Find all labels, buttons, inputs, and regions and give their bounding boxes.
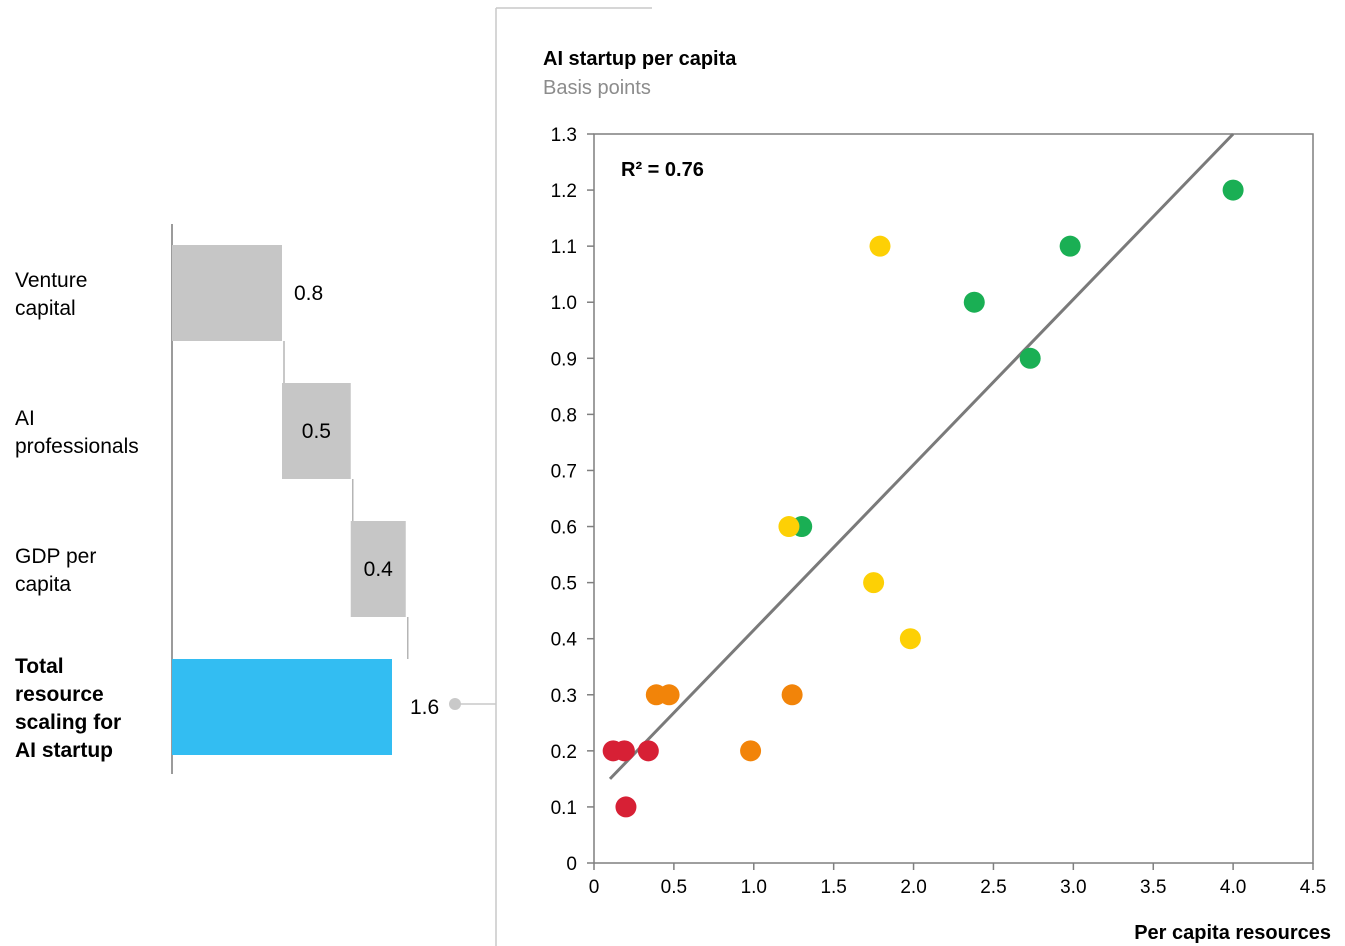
x-tick-label-2: 1.0 (741, 877, 767, 898)
x-tick-label-9: 4.5 (1300, 877, 1326, 898)
scatter-point-orange-2 (781, 684, 803, 706)
trendline (608, 132, 1235, 780)
plot-frame (593, 133, 1314, 864)
chart-subtitle: Basis points (543, 77, 651, 99)
scatter-point-yellow-1 (778, 516, 800, 538)
y-tick-label-3: 0.3 (551, 686, 577, 707)
y-tick-label-0: 0 (566, 854, 577, 875)
waterfall-category-label-2: GDP per capita (15, 545, 96, 596)
waterfall-category-label-0: Venture capital (15, 269, 87, 320)
scatter-point-red-1 (613, 740, 635, 762)
scatter-point-green-0 (1222, 179, 1244, 201)
x-tick-label-4: 2.0 (900, 877, 926, 898)
scatter-point-yellow-3 (899, 628, 921, 650)
y-tick-label-10: 1.0 (551, 293, 577, 314)
scatter-point-green-1 (1059, 235, 1081, 257)
scatter-point-yellow-2 (863, 572, 885, 594)
waterfall-value-label-3: 1.6 (410, 696, 439, 719)
x-tick-label-7: 3.5 (1140, 877, 1166, 898)
waterfall-bar-0 (172, 245, 282, 341)
waterfall-bar-2 (350, 521, 406, 617)
y-tick-label-2: 0.2 (551, 742, 577, 763)
y-tick-label-11: 1.1 (551, 237, 577, 258)
chart-title: AI startup per capita (543, 48, 737, 70)
x-tick-label-0: 0 (589, 877, 600, 898)
y-tick-label-6: 0.6 (551, 518, 577, 539)
x-axis-label: Per capita resources (1134, 922, 1331, 944)
scatter-point-yellow-0 (869, 235, 891, 257)
x-tick-label-1: 0.5 (661, 877, 687, 898)
x-tick-label-6: 3.0 (1060, 877, 1086, 898)
waterfall-category-label-1: AI professionals (15, 407, 139, 458)
y-tick-label-5: 0.5 (551, 574, 577, 595)
y-tick-label-8: 0.8 (551, 405, 577, 426)
r-squared-annotation: R² = 0.76 (621, 159, 704, 181)
waterfall-bar-1 (282, 383, 351, 479)
x-tick-label-3: 1.5 (820, 877, 846, 898)
waterfall-value-label-1: 0.5 (302, 420, 331, 443)
waterfall-bar-3 (172, 659, 392, 755)
waterfall-value-label-0: 0.8 (294, 282, 323, 305)
x-tick-label-5: 2.5 (980, 877, 1006, 898)
y-tick-label-4: 0.4 (551, 630, 578, 651)
waterfall-category-label-3: Total resource scaling for AI startup (15, 655, 121, 762)
scatter-point-red-3 (615, 796, 637, 818)
scatter-point-green-3 (1019, 347, 1041, 369)
y-tick-label-13: 1.3 (551, 125, 577, 146)
waterfall-value-label-2: 0.4 (364, 558, 394, 581)
scatter-point-green-2 (963, 291, 985, 313)
x-tick-label-8: 4.0 (1220, 877, 1246, 898)
scatter-point-red-2 (637, 740, 659, 762)
y-tick-label-9: 0.9 (551, 349, 577, 370)
y-tick-label-7: 0.7 (551, 461, 577, 482)
y-tick-label-12: 1.2 (551, 181, 577, 202)
y-tick-label-1: 0.1 (551, 798, 577, 819)
scatter-point-orange-1 (658, 684, 680, 706)
scatter-point-orange-3 (740, 740, 762, 762)
